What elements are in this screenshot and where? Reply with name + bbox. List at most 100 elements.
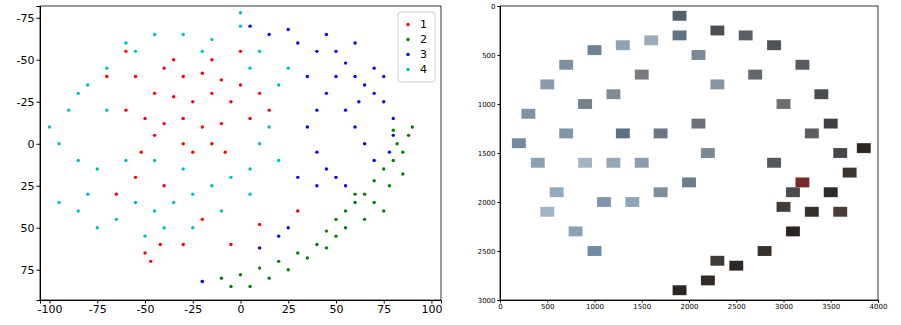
tick-label: 500 xyxy=(541,303,554,311)
point xyxy=(182,75,185,78)
point xyxy=(105,66,108,69)
tick: 1000 xyxy=(478,101,500,109)
point xyxy=(105,108,108,111)
point xyxy=(382,209,385,212)
tile xyxy=(814,89,828,99)
point xyxy=(239,24,242,27)
tick-mark xyxy=(37,186,41,187)
tile xyxy=(805,128,819,138)
tick-label: 3000 xyxy=(775,303,793,311)
point xyxy=(201,50,204,53)
point xyxy=(344,209,347,212)
tick-label: 0 xyxy=(238,303,245,316)
tick-label: 500 xyxy=(482,52,495,60)
point xyxy=(267,33,270,36)
tile xyxy=(588,246,602,256)
point xyxy=(162,226,165,229)
tick: 3000 xyxy=(775,300,793,311)
point xyxy=(296,176,299,179)
point xyxy=(191,192,194,195)
point xyxy=(287,28,290,31)
chart-panel: 0500100015002000250030003500400005001000… xyxy=(478,3,888,312)
point xyxy=(372,179,375,182)
point xyxy=(353,201,356,204)
point xyxy=(182,117,185,120)
point xyxy=(115,218,118,221)
tick-label: -25 xyxy=(184,303,202,316)
tick: 2500 xyxy=(478,248,500,256)
point xyxy=(287,226,290,229)
tick-label: 2000 xyxy=(478,199,496,207)
legend: 1234 xyxy=(398,12,435,82)
point xyxy=(191,100,194,103)
y-axis: -75-50-250255075 xyxy=(17,7,41,301)
tick-label: 4000 xyxy=(870,303,888,311)
point xyxy=(220,209,223,212)
tick: 75 xyxy=(377,300,391,316)
tick-label: 75 xyxy=(21,264,35,277)
tick: -50 xyxy=(17,54,40,67)
point xyxy=(277,260,280,263)
point xyxy=(153,134,156,137)
point xyxy=(306,125,309,128)
tick-label: 2000 xyxy=(681,303,699,311)
axis-line xyxy=(501,301,879,303)
point xyxy=(344,61,347,64)
point xyxy=(248,285,251,288)
point xyxy=(153,209,156,212)
point xyxy=(258,266,261,269)
point xyxy=(159,243,162,246)
point xyxy=(191,226,194,229)
point xyxy=(182,142,185,145)
point xyxy=(395,142,398,145)
tick-label: 1000 xyxy=(586,303,604,311)
point xyxy=(392,117,395,120)
tick: 2000 xyxy=(681,300,699,311)
tile xyxy=(748,70,762,80)
tile xyxy=(559,60,573,70)
tick-label: -75 xyxy=(17,12,35,25)
tick-label: -75 xyxy=(89,303,107,316)
tick: -50 xyxy=(137,300,155,316)
legend-label: 1 xyxy=(420,18,427,31)
tile xyxy=(710,256,724,266)
tile xyxy=(786,226,800,236)
tile xyxy=(569,226,583,236)
point xyxy=(325,33,328,36)
chart-panel: -100-75-50-250255075100-75-50-2502550751… xyxy=(17,6,443,316)
point xyxy=(210,58,213,61)
legend-item: 2 xyxy=(406,33,427,46)
point xyxy=(401,150,404,153)
tick-label: 50 xyxy=(329,303,343,316)
point xyxy=(172,95,175,98)
point xyxy=(277,159,280,162)
tick-label: 3000 xyxy=(478,297,496,305)
point xyxy=(392,159,395,162)
tile xyxy=(578,99,592,109)
point xyxy=(277,234,280,237)
tick: 500 xyxy=(482,52,500,60)
plot-area xyxy=(48,11,414,288)
tile xyxy=(616,40,630,50)
point xyxy=(162,66,165,69)
tick-label: 25 xyxy=(282,303,296,316)
tick-label: -50 xyxy=(137,303,155,316)
tick: 2500 xyxy=(728,300,746,311)
point xyxy=(143,251,146,254)
tick-label: 75 xyxy=(377,303,391,316)
figure: -100-75-50-250255075100-75-50-2502550751… xyxy=(0,0,901,325)
tick: 1000 xyxy=(586,300,604,311)
point xyxy=(388,150,391,153)
tile xyxy=(550,187,564,197)
tile xyxy=(578,158,592,168)
point xyxy=(407,134,410,137)
tick: 4000 xyxy=(870,300,888,311)
point xyxy=(210,142,213,145)
point xyxy=(76,209,79,212)
point xyxy=(334,176,337,179)
tile xyxy=(701,148,715,158)
series xyxy=(48,11,290,238)
tick-label: 2500 xyxy=(478,248,496,256)
point xyxy=(134,75,137,78)
tile xyxy=(540,79,554,89)
